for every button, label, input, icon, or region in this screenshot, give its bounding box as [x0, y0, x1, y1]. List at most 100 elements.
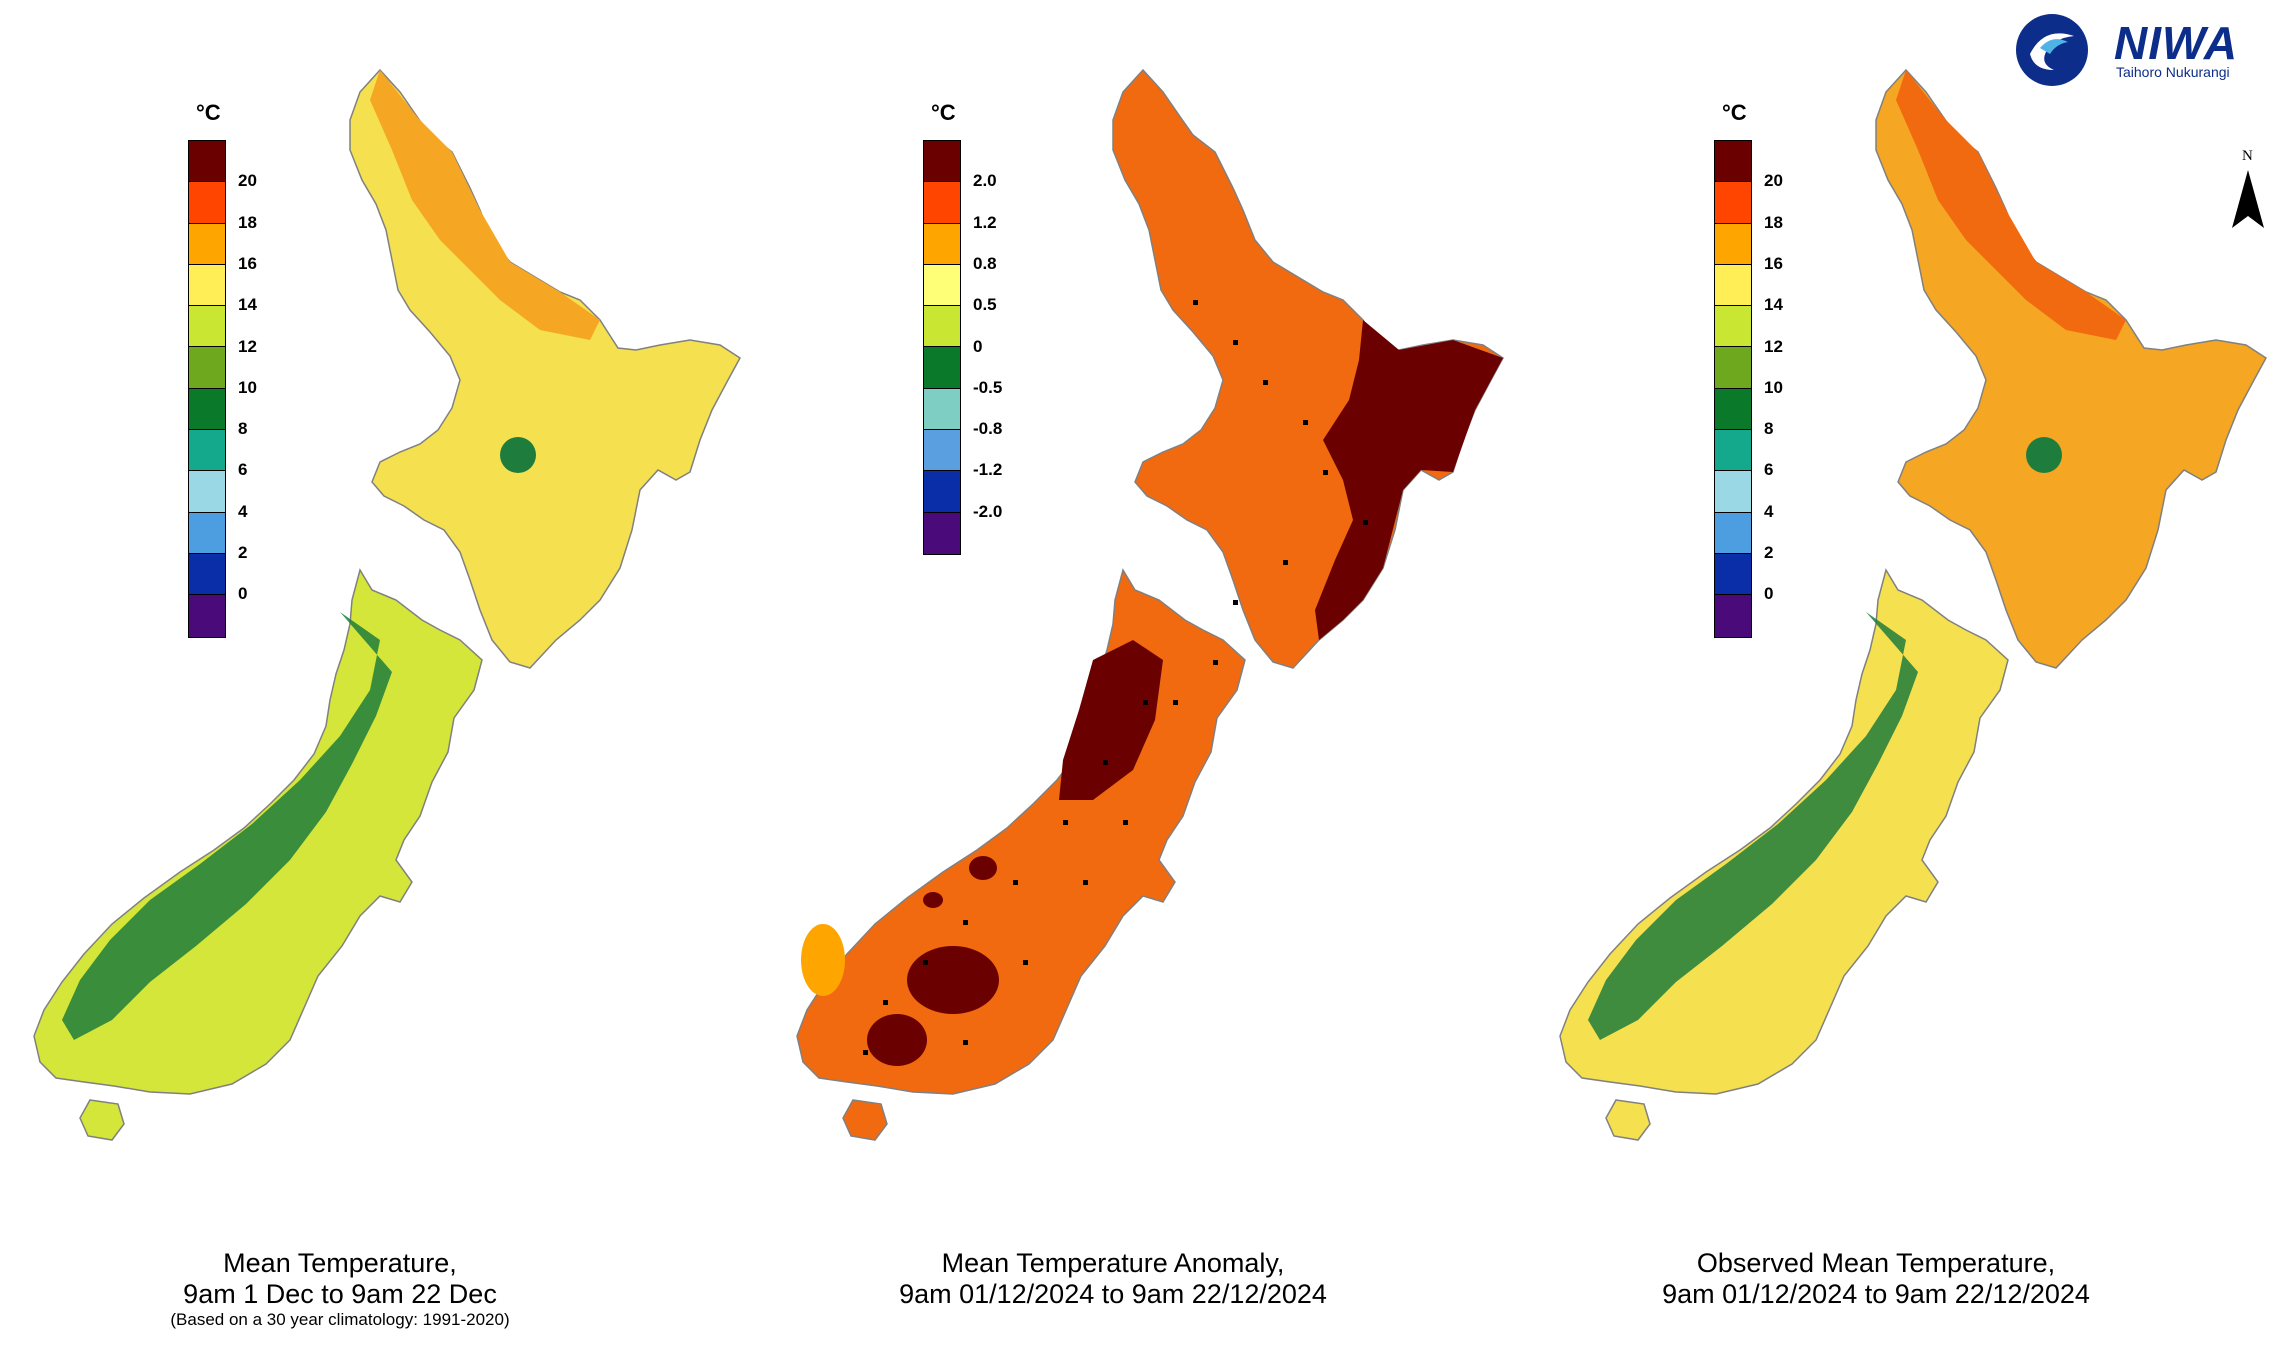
panel-observed-temperature: °C 20 18 16 14 12 10 8 6 4 2 0 Observed Mean Tempera…	[1526, 0, 2289, 1350]
legend-tick-label: 8	[238, 419, 248, 439]
legend-swatch	[1715, 182, 1751, 224]
caption-note: (Based on a 30 year climatology: 1991-20…	[170, 1310, 510, 1329]
caption-period: 9am 1 Dec to 9am 22 Dec	[183, 1279, 497, 1309]
southern-alps	[1588, 612, 1918, 1040]
station-marker	[1233, 340, 1238, 345]
legend-color-bar	[923, 140, 961, 555]
legend-tick-label: 18	[1764, 212, 1783, 232]
legend-swatch	[924, 388, 960, 431]
legend-swatch	[1715, 595, 1751, 637]
legend-tick-label: 0	[973, 336, 983, 356]
legend-swatch	[924, 182, 960, 224]
station-marker	[1323, 470, 1328, 475]
legend-swatch	[189, 306, 225, 348]
logo-wordmark: NIWA	[2114, 17, 2239, 69]
north-island-warm-zone	[370, 70, 600, 340]
legend-swatch	[189, 553, 225, 596]
legend-tick-label: 2	[1764, 543, 1774, 562]
caption-period: 9am 01/12/2024 to 9am 22/12/2024	[1662, 1279, 2090, 1309]
legend-tick-label: -0.8	[973, 419, 1003, 439]
station-marker	[1263, 380, 1268, 385]
logo-tagline: Taihoro Nukurangi	[2116, 64, 2230, 80]
station-marker	[1283, 560, 1288, 565]
legend-swatch	[924, 512, 960, 554]
caption-title: Mean Temperature Anomaly,	[941, 1248, 1285, 1278]
anomaly-hotspot	[907, 946, 999, 1014]
north-arrow-icon	[2232, 170, 2264, 228]
legend-tick-label: 6	[238, 460, 248, 480]
caption-period: 9am 01/12/2024 to 9am 22/12/2024	[899, 1279, 1327, 1309]
stewart-island	[1605, 1099, 1651, 1141]
legend-swatch	[1715, 388, 1751, 431]
new-zealand-map	[33, 68, 741, 1141]
legend-swatch	[189, 347, 225, 389]
station-marker	[1103, 760, 1108, 765]
legend-tick-label: -1.2	[973, 460, 1003, 480]
station-marker	[963, 1040, 968, 1045]
anomaly-cool-zone	[801, 924, 845, 996]
station-marker	[1063, 820, 1068, 825]
stewart-island	[842, 1099, 888, 1141]
legend-tick-label: 0	[1764, 584, 1774, 604]
legend-swatch	[189, 264, 225, 307]
legend-swatch	[1715, 264, 1751, 307]
station-marker	[1303, 420, 1308, 425]
north-island-warm-zone	[1896, 70, 2126, 340]
legend-unit: °C	[196, 100, 221, 125]
map-caption: Mean Temperature, 9am 1 Dec to 9am 22 Dec…	[0, 1248, 680, 1330]
legend-tick-label: 6	[1764, 460, 1774, 480]
legend-tick-label: 2.0	[973, 171, 997, 191]
station-marker	[1233, 600, 1238, 605]
legend-tick-label: -0.5	[973, 377, 1003, 397]
legend-tick-label: 20	[1764, 171, 1783, 191]
panel-mean-temperature: °C 20 18 16 14 12 10 8 6 4 2 0 Mean Temperature, 9am …	[0, 0, 763, 1350]
legend-swatch	[189, 388, 225, 431]
north-label: N	[2242, 148, 2253, 164]
legend-swatch	[189, 141, 225, 183]
station-marker	[863, 1050, 868, 1055]
station-marker	[1213, 660, 1218, 665]
new-zealand-map	[1559, 68, 2267, 1141]
station-marker	[1193, 300, 1198, 305]
south-island	[796, 568, 1246, 1095]
central-plateau	[500, 437, 536, 473]
station-marker	[1013, 880, 1018, 885]
legend-swatch	[924, 223, 960, 265]
legend-swatch	[1715, 512, 1751, 554]
station-marker	[1143, 700, 1148, 705]
legend-tick-label: 10	[1764, 377, 1783, 397]
legend-swatch	[924, 347, 960, 389]
legend-tick-label: 14	[238, 295, 257, 315]
new-zealand-map	[796, 68, 1504, 1141]
stewart-island	[79, 1099, 125, 1141]
legend-tick-label: 12	[238, 336, 257, 356]
legend-tick-label: -2.0	[973, 501, 1003, 521]
legend-tick-label: 4	[238, 501, 248, 521]
anomaly-hotspot	[923, 892, 943, 908]
legend-tick-label: 0	[238, 584, 248, 604]
legend-tick-label: 12	[1764, 336, 1783, 356]
legend-tick-label: 16	[1764, 253, 1783, 273]
anomaly-hotspot	[969, 856, 997, 880]
station-marker	[1173, 700, 1178, 705]
station-marker	[883, 1000, 888, 1005]
legend-swatch	[189, 182, 225, 224]
legend-swatch	[189, 223, 225, 265]
southern-alps	[1059, 640, 1163, 800]
legend-tick-label: 0.8	[973, 253, 997, 273]
legend-swatch	[1715, 430, 1751, 472]
station-marker	[1083, 880, 1088, 885]
legend-tick-label: 1.2	[973, 212, 997, 232]
legend-swatch	[1715, 306, 1751, 348]
legend-color-bar	[1714, 140, 1752, 638]
legend-swatch	[189, 471, 225, 513]
north-arrow: N	[2228, 148, 2268, 234]
legend-swatch	[189, 512, 225, 554]
legend-tick-label: 20	[238, 171, 257, 191]
legend-tick-label: 14	[1764, 295, 1783, 315]
legend-swatch	[1715, 223, 1751, 265]
legend-tick-label: 8	[1764, 419, 1774, 439]
legend-swatch	[924, 141, 960, 183]
legend-tick-label: 0.5	[973, 295, 997, 315]
north-island-warm-zone	[1315, 320, 1503, 640]
